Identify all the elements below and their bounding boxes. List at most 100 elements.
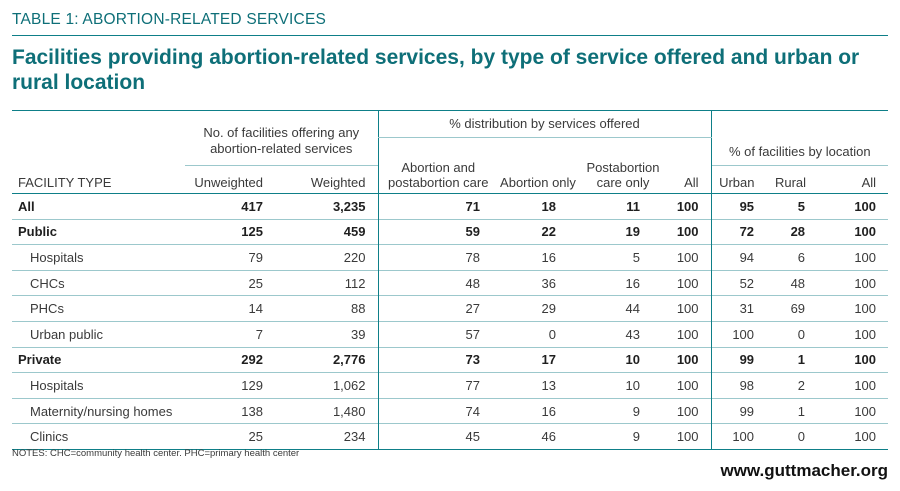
cell-unweighted: 292 bbox=[185, 346, 275, 373]
cell-facility-type: Private bbox=[12, 346, 185, 373]
header-weighted: Weighted bbox=[275, 165, 378, 194]
cell-all-location: 100 bbox=[819, 320, 889, 348]
header-unweighted: Unweighted bbox=[185, 165, 275, 194]
cell-all: 100 bbox=[668, 244, 712, 271]
cell-facility-type: Hospitals bbox=[12, 244, 185, 271]
cell-weighted: 234 bbox=[275, 423, 378, 450]
header-urban: Urban bbox=[710, 165, 763, 194]
cell-postabortion-only: 9 bbox=[578, 397, 668, 424]
cell-unweighted: 79 bbox=[185, 244, 275, 271]
cell-weighted: 1,480 bbox=[275, 397, 378, 424]
cell-all-location: 100 bbox=[819, 244, 889, 271]
header-blank bbox=[12, 110, 185, 138]
cell-abortion-only: 46 bbox=[498, 423, 578, 450]
cell-all: 100 bbox=[668, 218, 712, 245]
cell-facility-type: Clinics bbox=[12, 423, 185, 450]
cell-abortion-postabortion: 73 bbox=[377, 346, 498, 373]
header-abortion-only: Abortion only bbox=[500, 175, 576, 190]
cell-postabortion-only: 44 bbox=[578, 295, 668, 322]
cell-all: 100 bbox=[668, 269, 712, 296]
cell-postabortion-only: 11 bbox=[578, 193, 668, 220]
cell-urban: 98 bbox=[710, 372, 763, 399]
header-blank-2 bbox=[12, 138, 185, 166]
cell-urban: 100 bbox=[710, 320, 763, 348]
cell-urban: 72 bbox=[710, 218, 763, 245]
cell-rural: 1 bbox=[762, 346, 820, 373]
header-all-location: All bbox=[819, 165, 889, 194]
cell-rural: 28 bbox=[762, 218, 820, 245]
cell-postabortion-only: 5 bbox=[578, 244, 668, 271]
cell-abortion-postabortion: 78 bbox=[377, 244, 498, 271]
cell-all-location: 100 bbox=[819, 193, 889, 220]
cell-rural: 2 bbox=[762, 372, 820, 399]
header-rural: Rural bbox=[762, 165, 820, 194]
cell-abortion-postabortion: 74 bbox=[377, 397, 498, 424]
table-row: CHCs 25 112 48 36 16 100 52 48 100 bbox=[12, 269, 889, 296]
cell-urban: 94 bbox=[710, 244, 763, 271]
table-row: Urban public 7 39 57 0 43 100 100 0 100 bbox=[12, 320, 889, 348]
cell-postabortion-only: 43 bbox=[578, 320, 668, 348]
table-notes: NOTES: CHC=community health center. PHC=… bbox=[12, 448, 300, 459]
cell-weighted: 2,776 bbox=[275, 346, 378, 373]
cell-weighted: 88 bbox=[275, 295, 378, 322]
cell-all-location: 100 bbox=[819, 397, 889, 424]
cell-all-location: 100 bbox=[819, 269, 889, 296]
cell-postabortion-only: 19 bbox=[578, 218, 668, 245]
cell-unweighted: 7 bbox=[185, 320, 275, 348]
cell-all: 100 bbox=[668, 346, 712, 373]
cell-rural: 6 bbox=[762, 244, 820, 271]
cell-abortion-only: 13 bbox=[498, 372, 578, 399]
cell-abortion-postabortion: 57 bbox=[377, 320, 498, 348]
cell-abortion-only: 17 bbox=[498, 346, 578, 373]
cell-unweighted: 417 bbox=[185, 193, 275, 220]
cell-rural: 5 bbox=[762, 193, 820, 220]
cell-urban: 95 bbox=[710, 193, 763, 220]
cell-unweighted: 125 bbox=[185, 218, 275, 245]
cell-facility-type: Public bbox=[12, 218, 185, 245]
cell-abortion-postabortion: 71 bbox=[377, 193, 498, 220]
header-abortion-postabortion: Abortion and postabortion care bbox=[377, 137, 498, 194]
cell-all: 100 bbox=[668, 372, 712, 399]
cell-all: 100 bbox=[668, 295, 712, 322]
cell-postabortion-only: 9 bbox=[578, 423, 668, 450]
cell-postabortion-only: 10 bbox=[578, 346, 668, 373]
cell-abortion-postabortion: 27 bbox=[377, 295, 498, 322]
cell-all: 100 bbox=[668, 423, 712, 450]
cell-facility-type: Hospitals bbox=[12, 372, 185, 399]
cell-weighted: 39 bbox=[275, 320, 378, 348]
cell-all: 100 bbox=[668, 320, 712, 348]
cell-all-location: 100 bbox=[819, 295, 889, 322]
cell-weighted: 112 bbox=[275, 269, 378, 296]
cell-facility-type: All bbox=[12, 193, 185, 220]
top-rule bbox=[12, 35, 888, 36]
cell-abortion-postabortion: 59 bbox=[377, 218, 498, 245]
cell-unweighted: 25 bbox=[185, 423, 275, 450]
cell-abortion-only: 0 bbox=[498, 320, 578, 348]
cell-rural: 0 bbox=[762, 423, 820, 450]
header-group-distribution: % distribution by services offered bbox=[377, 110, 712, 138]
website-url[interactable]: www.guttmacher.org bbox=[720, 461, 888, 480]
cell-all-location: 100 bbox=[819, 346, 889, 373]
cell-weighted: 1,062 bbox=[275, 372, 378, 399]
cell-facility-type: PHCs bbox=[12, 295, 185, 322]
cell-unweighted: 14 bbox=[185, 295, 275, 322]
cell-facility-type: CHCs bbox=[12, 269, 185, 296]
cell-urban: 31 bbox=[710, 295, 763, 322]
header-postabortion-only: Postabortion care only bbox=[586, 160, 660, 190]
cell-facility-type: Maternity/nursing homes bbox=[12, 397, 185, 424]
cell-urban: 100 bbox=[710, 423, 763, 450]
cell-urban: 99 bbox=[710, 397, 763, 424]
table-title: Facilities providing abortion-related se… bbox=[12, 46, 860, 94]
table-row: PHCs 14 88 27 29 44 100 31 69 100 bbox=[12, 295, 889, 322]
cell-abortion-postabortion: 45 bbox=[377, 423, 498, 450]
cell-weighted: 459 bbox=[275, 218, 378, 245]
cell-all-location: 100 bbox=[819, 372, 889, 399]
cell-abortion-only: 36 bbox=[498, 269, 578, 296]
table-row: Public 125 459 59 22 19 100 72 28 100 bbox=[12, 218, 889, 245]
header-facility-type: FACILITY TYPE bbox=[18, 175, 112, 190]
cell-unweighted: 25 bbox=[185, 269, 275, 296]
facilities-table: No. of facilities offering any abortion-… bbox=[12, 110, 889, 450]
cell-weighted: 3,235 bbox=[275, 193, 378, 220]
cell-abortion-postabortion: 48 bbox=[377, 269, 498, 296]
cell-all-location: 100 bbox=[819, 218, 889, 245]
